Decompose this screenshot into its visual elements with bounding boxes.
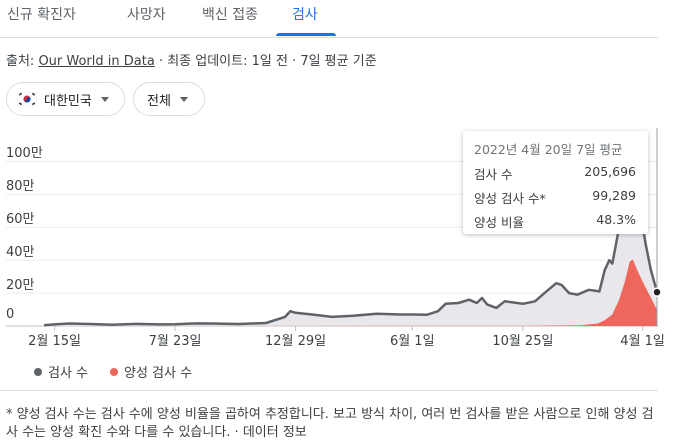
tooltip-tests-value: 205,696 xyxy=(584,164,636,179)
tooltip-row-rate: 양성 비율 48.3% xyxy=(474,212,636,231)
x-tick-label: 10월 25일 xyxy=(492,334,554,349)
tests-series-area xyxy=(44,177,657,326)
chevron-down-icon xyxy=(100,96,109,102)
tooltip-positive-label: 양성 검사 수* xyxy=(474,191,546,206)
tab-bar: 신규 확진자 사망자 백신 접종 검사 xyxy=(0,0,658,38)
chart-tooltip: 2022년 4월 20일 7일 평균 검사 수 205,696 양성 검사 수*… xyxy=(463,131,648,234)
source-update-info: · 최종 업데이트: 1일 전 · 7일 평균 기준 xyxy=(154,54,377,69)
tooltip-row-positive: 양성 검사 수* 99,289 xyxy=(474,188,636,207)
source-prefix: 출처: xyxy=(6,54,39,69)
legend-tests-label: 검사 수 xyxy=(48,366,89,381)
tooltip-tests-label: 검사 수 xyxy=(474,167,513,182)
divider xyxy=(0,390,658,391)
y-tick-label: 40만 xyxy=(6,245,35,261)
x-tick-label: 6월 1일 xyxy=(389,334,435,349)
tab-testing[interactable]: 검사 xyxy=(292,7,318,23)
south-korea-flag-icon xyxy=(17,92,37,106)
y-tick-label: 20만 xyxy=(6,278,35,294)
legend-positive-label: 양성 검사 수 xyxy=(124,366,193,381)
tooltip-positive-value: 99,289 xyxy=(592,188,636,203)
tooltip-row-tests: 검사 수 205,696 xyxy=(474,164,636,183)
source-line: 출처: Our World in Data · 최종 업데이트: 1일 전 · … xyxy=(6,50,377,69)
active-tab-indicator xyxy=(276,33,336,36)
tab-vaccinations[interactable]: 백신 접종 xyxy=(202,7,258,23)
country-dropdown[interactable]: 대한민국 xyxy=(6,82,125,116)
legend-tests-swatch xyxy=(34,367,42,376)
legend-item-tests[interactable]: 검사 수 xyxy=(34,362,88,381)
legend-item-positive[interactable]: 양성 검사 수 xyxy=(110,362,192,381)
y-tick-label: 100만 xyxy=(6,146,43,162)
hover-point xyxy=(652,287,662,297)
tooltip-rate-value: 48.3% xyxy=(596,212,636,227)
x-tick-label: 4월 1일 xyxy=(620,334,665,349)
chevron-down-icon xyxy=(179,96,188,102)
tests-series-line xyxy=(43,176,659,327)
source-link[interactable]: Our World in Data xyxy=(38,54,155,69)
y-tick-label: 0 xyxy=(6,307,15,322)
footnote: * 양성 검사 수는 검사 수에 양성 비율을 곱하여 추정합니다. 보고 방식… xyxy=(6,407,654,440)
tooltip-date: 2022년 4월 20일 7일 평균 xyxy=(474,139,636,158)
country-label: 대한민국 xyxy=(44,93,92,109)
tooltip-date-text: 2022년 4월 20일 7일 평균 xyxy=(474,142,623,157)
legend-positive-swatch xyxy=(110,367,118,376)
x-tick-label: 12월 29일 xyxy=(264,334,327,349)
y-tick-label: 80만 xyxy=(6,179,35,195)
tooltip-rate-label: 양성 비율 xyxy=(474,215,524,230)
range-label: 전체 xyxy=(147,93,171,109)
y-tick-label: 60만 xyxy=(6,212,35,228)
x-tick-label: 2월 15일 xyxy=(28,334,82,349)
x-tick-label: 7월 23일 xyxy=(148,334,202,349)
tab-deaths[interactable]: 사망자 xyxy=(127,7,166,23)
range-dropdown[interactable]: 전체 xyxy=(133,82,205,116)
tab-new-cases[interactable]: 신규 확진자 xyxy=(7,7,76,23)
